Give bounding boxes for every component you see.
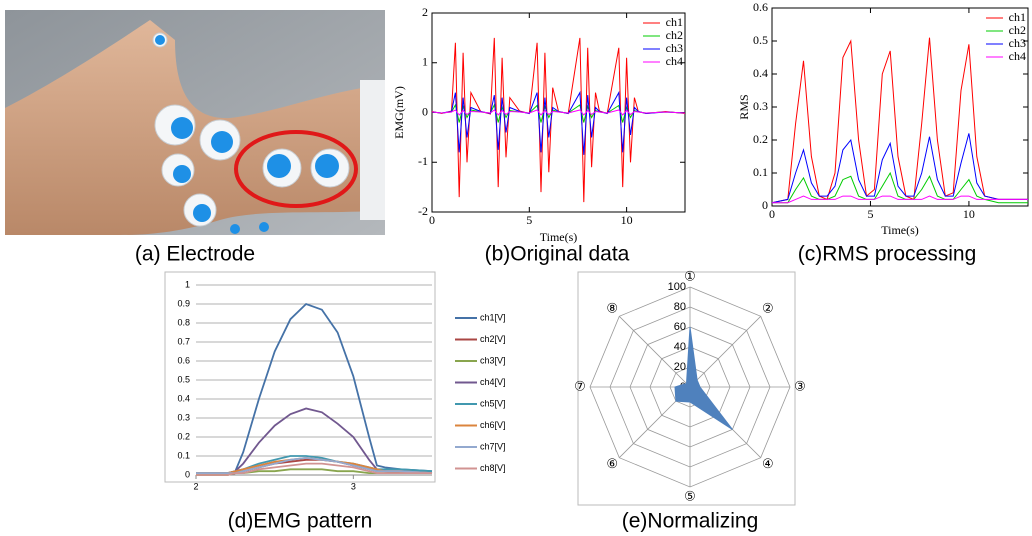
x-tick-label: 5 [526, 213, 532, 227]
category-label: ⑧ [606, 301, 618, 316]
figure: (a) Electrode -2-10120510Time(s)EMG(mV)c… [0, 0, 1032, 536]
y-tick-label: 0.6 [753, 0, 768, 14]
caption: (d)EMG pattern [228, 510, 373, 533]
legend-label: ch3[V] [480, 355, 506, 365]
legend-label: ch5[V] [480, 398, 506, 408]
data-line [432, 38, 685, 202]
legend-label: ch6[V] [480, 420, 506, 430]
category-label: ⑥ [606, 456, 618, 471]
y-tick-label: 0.1 [177, 450, 190, 460]
legend-label: ch3 [1009, 36, 1026, 50]
y-tick-label: 0.6 [177, 355, 190, 365]
y-tick-label: -1 [418, 154, 428, 168]
y-tick-label: 0.4 [177, 393, 190, 403]
y-tick-label: 1 [185, 279, 190, 289]
legend-label: ch4 [666, 54, 683, 68]
x-tick-label: 0 [769, 207, 775, 221]
x-axis-label: Time(s) [881, 223, 919, 237]
caption: (e)Normalizing [622, 510, 759, 533]
r-tick-label: 80 [674, 301, 686, 313]
legend-label: ch2[V] [480, 334, 506, 344]
category-label: ① [684, 268, 696, 283]
category-label: ⑦ [574, 378, 586, 393]
legend-label: ch8[V] [480, 463, 506, 473]
x-tick-label: 2 [193, 481, 198, 491]
legend-label: ch3 [666, 41, 683, 55]
data-line [196, 304, 432, 473]
y-tick-label: 0.3 [177, 412, 190, 422]
legend-label: ch2 [666, 28, 683, 42]
r-tick-label: 20 [674, 361, 686, 373]
y-tick-label: 2 [422, 5, 428, 19]
legend-label: ch1 [666, 15, 683, 29]
legend-label: ch2 [1009, 23, 1026, 37]
category-label: ④ [762, 456, 774, 471]
y-axis-label: RMS [737, 94, 751, 119]
y-tick-label: 0 [422, 104, 428, 118]
y-tick-label: 0.2 [753, 132, 768, 146]
legend-label: ch4 [1009, 49, 1026, 63]
y-tick-label: 0.7 [177, 336, 190, 346]
y-tick-label: 0 [762, 198, 768, 212]
y-tick-label: 0.1 [753, 165, 768, 179]
y-tick-label: 1 [422, 55, 428, 69]
x-tick-label: 10 [621, 213, 633, 227]
category-label: ③ [794, 378, 806, 393]
chart-frame [165, 272, 435, 482]
y-tick-label: 0.4 [753, 66, 768, 80]
y-tick-label: 0.5 [177, 374, 190, 384]
y-tick-label: 0 [185, 469, 190, 479]
electrode-photo [5, 10, 385, 235]
x-tick-label: 10 [963, 207, 975, 221]
y-tick-label: 0.9 [177, 298, 190, 308]
legend-label: ch4[V] [480, 377, 506, 387]
legend-label: ch7[V] [480, 441, 506, 451]
r-tick-label: 60 [674, 321, 686, 333]
y-tick-label: 0.8 [177, 317, 190, 327]
plot-frame [772, 8, 1028, 206]
caption: (c)RMS processing [798, 243, 977, 266]
r-tick-label: 40 [674, 341, 686, 353]
caption: (b)Original data [485, 243, 630, 266]
y-tick-label: 0.5 [753, 33, 768, 47]
category-label: ⑤ [684, 488, 696, 503]
y-tick-label: -2 [418, 204, 428, 218]
x-tick-label: 3 [351, 481, 356, 491]
y-axis-label: EMG(mV) [392, 86, 406, 139]
legend-label: ch1[V] [480, 312, 506, 322]
caption: (a) Electrode [135, 243, 255, 266]
category-label: ② [762, 301, 774, 316]
y-tick-label: 0.2 [177, 431, 190, 441]
x-tick-label: 5 [867, 207, 873, 221]
legend-label: ch1 [1009, 10, 1026, 24]
x-tick-label: 0 [429, 213, 435, 227]
y-tick-label: 0.3 [753, 99, 768, 113]
